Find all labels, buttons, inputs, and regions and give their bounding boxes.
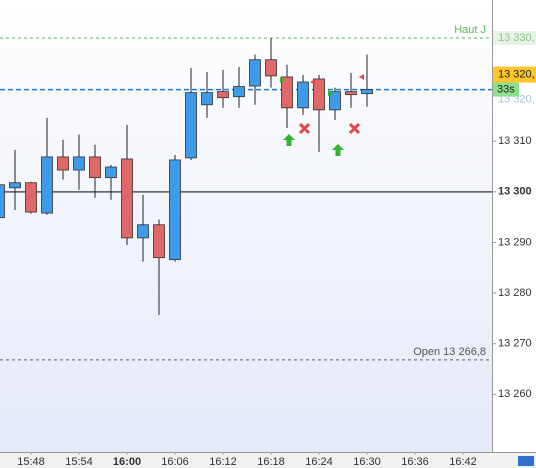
candle-body — [57, 156, 69, 171]
candle-body — [153, 224, 165, 259]
candle-body — [0, 184, 5, 219]
candle-body — [329, 91, 341, 111]
x-tick-label: 16:24 — [305, 456, 333, 468]
candle-body — [25, 182, 37, 213]
candle-body — [89, 156, 101, 179]
plot-area — [0, 0, 492, 452]
candle-body — [169, 159, 181, 261]
candle-body — [281, 76, 293, 109]
x-tick-label: 16:00 — [113, 456, 141, 468]
candle-body — [41, 156, 53, 214]
x-tick-label: 16:30 — [353, 456, 381, 468]
exit-marker — [359, 74, 364, 80]
y-tick-label: 13 300 — [498, 186, 532, 198]
sell-cross — [298, 122, 311, 135]
candle-body — [361, 89, 373, 95]
candle-body — [313, 78, 325, 111]
entry-marker — [328, 90, 333, 96]
buy-arrow — [332, 144, 344, 156]
candle-body — [249, 59, 261, 87]
y-tick-label: 13 290 — [498, 236, 532, 248]
corner-button[interactable] — [518, 456, 534, 466]
candle-body — [137, 224, 149, 239]
signals — [280, 74, 364, 156]
y-tick-label: 13 270 — [498, 338, 532, 350]
candle-body — [185, 92, 197, 159]
price-label-box — [493, 66, 536, 83]
candle-body — [121, 158, 133, 239]
candle-body — [217, 91, 229, 99]
exit-marker — [310, 79, 315, 85]
sell-cross — [348, 122, 361, 135]
timer-label: 33s — [497, 83, 515, 95]
candle-body — [73, 156, 85, 171]
candle-body — [105, 166, 117, 179]
candle-body — [233, 86, 245, 98]
x-tick-label: 15:48 — [17, 456, 45, 468]
price-label: 13 320, — [498, 68, 535, 80]
level-name: Haut J — [454, 24, 486, 36]
candle-body — [345, 91, 357, 96]
x-tick-label: 16:18 — [257, 456, 285, 468]
candle-body — [297, 81, 309, 109]
x-tick-label: 16:36 — [401, 456, 429, 468]
level-label-box — [493, 30, 536, 45]
candle-body — [265, 59, 277, 77]
marks — [0, 37, 492, 361]
buy-arrow — [283, 134, 295, 146]
x-tick-label: 16:06 — [161, 456, 189, 468]
x-tick-label: 16:42 — [449, 456, 477, 468]
x-tick-label: 16:12 — [209, 456, 237, 468]
y-tick-label: 13 310 — [498, 135, 532, 147]
x-axis-area — [0, 452, 536, 468]
y-tick-label: 13 280 — [498, 287, 532, 299]
level-name: Open 13 266,8 — [413, 346, 486, 358]
x-tick-label: 15:54 — [65, 456, 93, 468]
timer-box — [493, 82, 519, 97]
y-tick-label: 13 260 — [498, 388, 532, 400]
entry-marker — [280, 77, 285, 83]
candle-body — [9, 182, 21, 189]
level-label: 13 330, — [498, 32, 535, 44]
candle-body — [201, 92, 213, 106]
